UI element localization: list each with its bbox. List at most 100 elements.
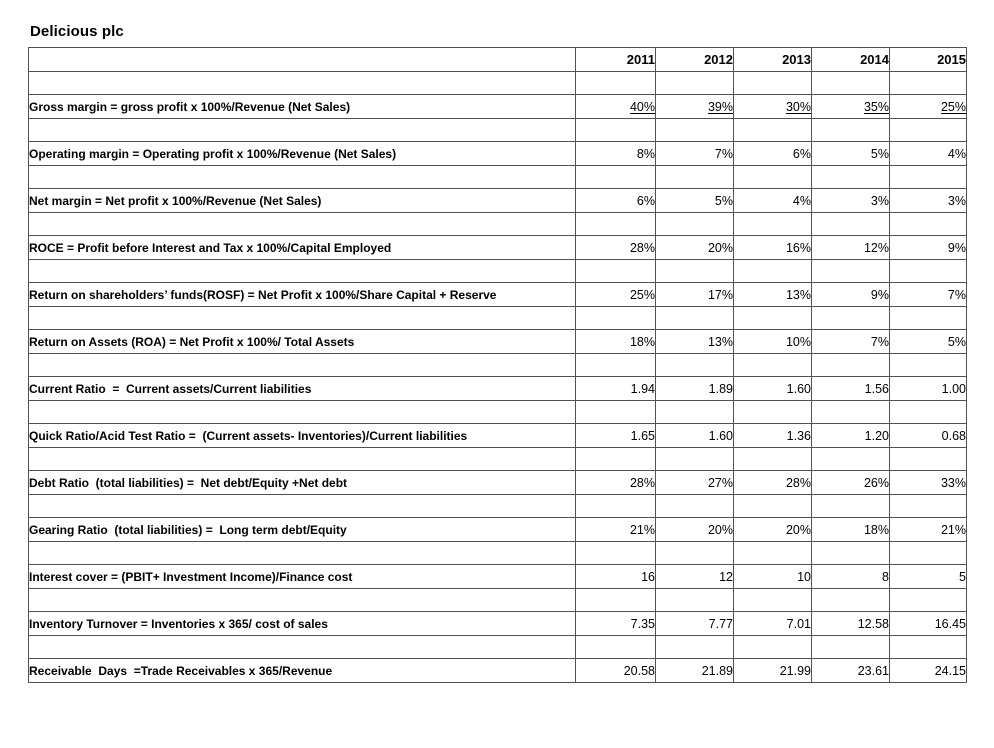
spacer-cell	[889, 165, 967, 189]
ratio-value-cell: 16	[575, 564, 656, 589]
spacer-cell	[889, 118, 967, 142]
ratio-value-cell: 18%	[811, 517, 890, 542]
spacer-cell	[733, 165, 812, 189]
spacer-cell	[28, 447, 576, 471]
ratio-value-cell: 4%	[889, 141, 967, 166]
ratio-value-cell: 13%	[655, 329, 734, 354]
ratio-value-cell: 28%	[575, 470, 656, 495]
ratio-value-cell: 3%	[811, 188, 890, 213]
ratio-label-cell: Debt Ratio (total liabilities) = Net deb…	[28, 470, 576, 495]
ratio-value-cell: 35%	[811, 94, 890, 119]
ratio-row: Quick Ratio/Acid Test Ratio = (Current a…	[28, 423, 967, 448]
spacer-cell	[811, 118, 890, 142]
spacer-cell	[575, 306, 656, 330]
ratio-value-cell: 7.35	[575, 611, 656, 636]
spacer-cell	[733, 71, 812, 95]
spacer-cell	[575, 447, 656, 471]
spacer-cell	[28, 306, 576, 330]
spacer-cell	[733, 400, 812, 424]
spacer-cell	[811, 494, 890, 518]
ratio-value-cell: 26%	[811, 470, 890, 495]
ratio-row: Inventory Turnover = Inventories x 365/ …	[28, 611, 967, 636]
spacer-cell	[733, 259, 812, 283]
spacer-cell	[889, 259, 967, 283]
ratio-value-cell: 8	[811, 564, 890, 589]
spacer-cell	[28, 588, 576, 612]
spacer-cell	[733, 306, 812, 330]
ratio-label-cell: Quick Ratio/Acid Test Ratio = (Current a…	[28, 423, 576, 448]
spacer-row	[28, 306, 967, 330]
ratio-row: Net margin = Net profit x 100%/Revenue (…	[28, 188, 967, 213]
spacer-cell	[811, 541, 890, 565]
ratio-row: Debt Ratio (total liabilities) = Net deb…	[28, 470, 967, 495]
spacer-cell	[655, 635, 734, 659]
ratio-row: Current Ratio = Current assets/Current l…	[28, 376, 967, 401]
spacer-cell	[575, 588, 656, 612]
ratio-value-cell: 5%	[655, 188, 734, 213]
ratio-value-cell: 1.89	[655, 376, 734, 401]
ratio-value-cell: 20%	[655, 235, 734, 260]
spacer-cell	[733, 588, 812, 612]
ratio-value-cell: 5%	[889, 329, 967, 354]
spacer-cell	[889, 588, 967, 612]
ratio-value-cell: 0.68	[889, 423, 967, 448]
ratio-value-cell: 16.45	[889, 611, 967, 636]
spacer-row	[28, 118, 967, 142]
spacer-row	[28, 400, 967, 424]
spacer-cell	[733, 635, 812, 659]
spacer-cell	[28, 165, 576, 189]
ratio-value-cell: 12%	[811, 235, 890, 260]
spacer-cell	[811, 400, 890, 424]
spacer-row	[28, 353, 967, 377]
ratio-value-cell: 1.65	[575, 423, 656, 448]
spacer-cell	[811, 353, 890, 377]
spacer-cell	[889, 635, 967, 659]
spacer-cell	[811, 306, 890, 330]
ratio-label-cell: Return on shareholders’ funds(ROSF) = Ne…	[28, 282, 576, 307]
ratio-value-cell: 24.15	[889, 658, 967, 683]
ratio-row: Operating margin = Operating profit x 10…	[28, 141, 967, 166]
spacer-cell	[889, 400, 967, 424]
ratio-value-cell: 1.20	[811, 423, 890, 448]
ratio-value-cell: 16%	[733, 235, 812, 260]
spacer-cell	[28, 353, 576, 377]
spacer-cell	[655, 588, 734, 612]
spacer-cell	[811, 635, 890, 659]
ratio-value-cell: 21.99	[733, 658, 812, 683]
ratio-value-cell: 6%	[575, 188, 656, 213]
year-header-row: 2011 2012 2013 2014 2015	[28, 47, 967, 72]
spacer-cell	[811, 165, 890, 189]
ratio-value-cell: 1.60	[655, 423, 734, 448]
ratio-value-cell: 20.58	[575, 658, 656, 683]
spacer-cell	[733, 118, 812, 142]
spacer-cell	[575, 118, 656, 142]
ratio-value-cell: 5	[889, 564, 967, 589]
year-header-2011: 2011	[575, 47, 656, 72]
ratio-label-cell: Receivable Days =Trade Receivables x 365…	[28, 658, 576, 683]
ratio-value-cell: 7%	[655, 141, 734, 166]
spacer-cell	[811, 259, 890, 283]
ratio-row: Gross margin = gross profit x 100%/Reven…	[28, 94, 967, 119]
ratio-row: ROCE = Profit before Interest and Tax x …	[28, 235, 967, 260]
spacer-row	[28, 588, 967, 612]
spacer-cell	[889, 541, 967, 565]
spacer-row	[28, 494, 967, 518]
spacer-cell	[655, 212, 734, 236]
ratio-row: Return on Assets (ROA) = Net Profit x 10…	[28, 329, 967, 354]
spacer-row	[28, 447, 967, 471]
spacer-cell	[575, 353, 656, 377]
spacer-cell	[28, 71, 576, 95]
ratio-value-cell: 9%	[889, 235, 967, 260]
spacer-row	[28, 541, 967, 565]
ratio-label-cell: Gearing Ratio (total liabilities) = Long…	[28, 517, 576, 542]
ratio-value-cell: 10%	[733, 329, 812, 354]
spacer-cell	[28, 400, 576, 424]
spacer-cell	[889, 212, 967, 236]
ratio-row: Return on shareholders’ funds(ROSF) = Ne…	[28, 282, 967, 307]
year-header-2014: 2014	[811, 47, 890, 72]
ratio-value-cell: 5%	[811, 141, 890, 166]
ratio-value-cell: 17%	[655, 282, 734, 307]
spacer-cell	[28, 118, 576, 142]
ratio-value-cell: 1.94	[575, 376, 656, 401]
